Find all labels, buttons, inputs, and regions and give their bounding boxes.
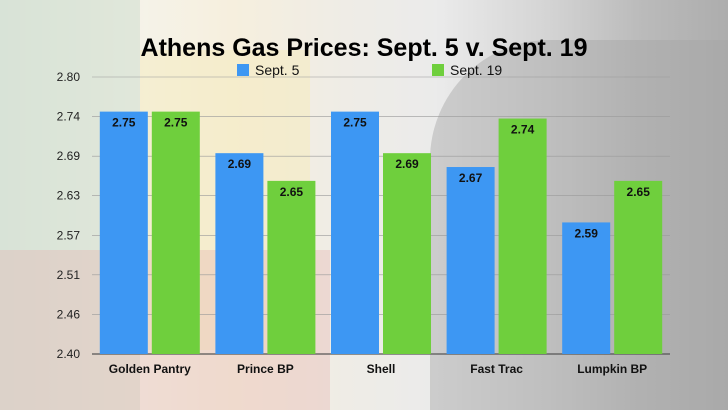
y-axis-ticks: 2.80 2.74 2.69 2.63 2.57 2.51 2.46 2.40 [57,70,81,361]
bars: 2.75 2.75 2.69 2.65 2.75 2.69 2.67 2.74 2.59 2.65 [99,111,663,354]
chart-title: Athens Gas Prices: Sept. 5 v. Sept. 19 [141,34,588,62]
bar-value-label: 2.69 [228,157,252,171]
bar-sept5 [446,167,495,354]
bar-sept19 [383,153,431,354]
x-category-label: Prince BP [237,362,294,376]
bar-value-label: 2.59 [575,226,599,240]
bar-value-label: 2.69 [395,157,419,171]
y-tick-label: 2.40 [57,347,81,361]
legend-swatch-sept5 [237,64,249,76]
x-category-label: Lumpkin BP [577,362,647,376]
bar-value-label: 2.75 [112,116,136,130]
y-tick-label: 2.80 [57,70,81,84]
bar-sept19 [614,180,663,354]
bar-value-label: 2.67 [459,171,483,185]
legend: Sept. 5 Sept. 19 [237,62,502,78]
bar-value-label: 2.75 [164,116,188,130]
x-category-label: Fast Trac [470,362,523,376]
bar-sept5 [331,111,379,354]
y-tick-label: 2.63 [57,189,81,203]
bar-sept19 [498,118,547,354]
x-category-label: Shell [367,362,396,376]
bar-sept5 [562,222,611,354]
legend-label-sept19: Sept. 19 [450,62,502,78]
y-tick-label: 2.51 [57,268,81,282]
y-tick-label: 2.74 [57,110,81,124]
bar-value-label: 2.75 [343,116,367,130]
y-tick-label: 2.46 [57,307,81,321]
legend-label-sept5: Sept. 5 [255,62,300,78]
bar-sept19 [151,111,200,354]
bar-sept19 [267,180,316,354]
x-axis-categories: Golden Pantry Prince BP Shell Fast Trac Lump… [109,362,647,376]
y-tick-label: 2.57 [57,228,81,242]
bar-sept5 [215,153,264,354]
bar-value-label: 2.65 [627,185,651,199]
bar-value-label: 2.74 [511,123,535,137]
bar-value-label: 2.65 [280,185,304,199]
legend-swatch-sept19 [432,64,444,76]
bar-sept5 [99,111,148,354]
y-tick-label: 2.69 [57,149,81,163]
x-category-label: Golden Pantry [109,362,191,376]
